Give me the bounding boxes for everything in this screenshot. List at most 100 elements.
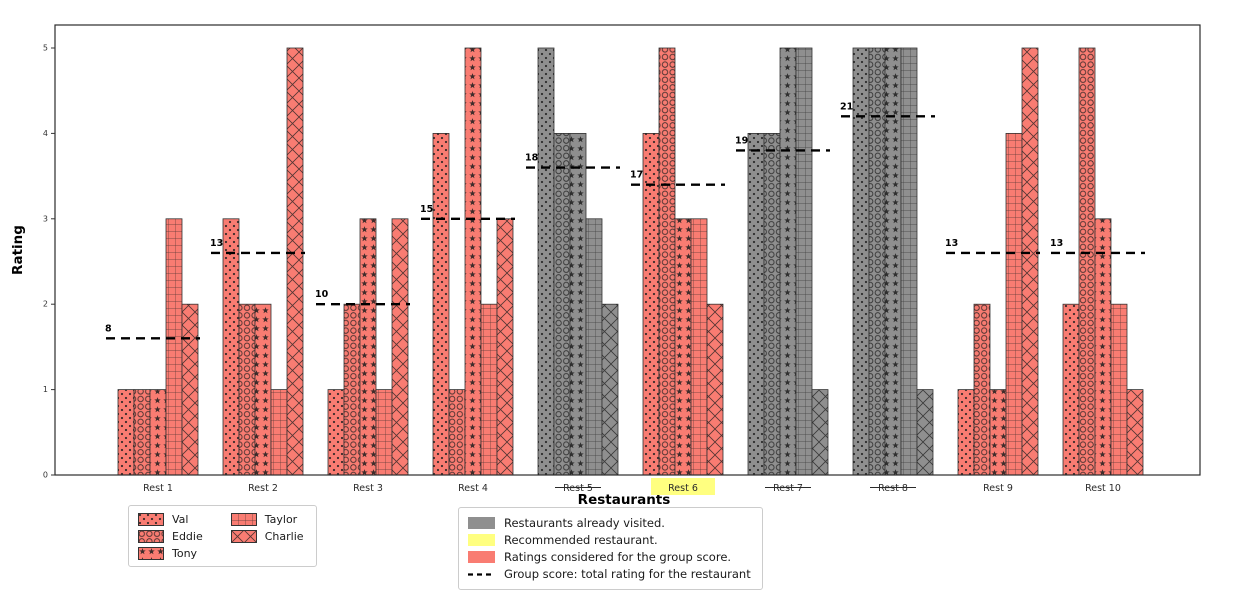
circles-hatch-overlay — [764, 133, 780, 475]
dots-hatch-overlay — [433, 133, 449, 475]
recommended-highlight — [651, 478, 715, 495]
dots-hatch-overlay — [328, 389, 344, 475]
legend-item-eddie: Eddie — [138, 530, 203, 543]
grid-hatch-overlay — [376, 389, 392, 475]
stars-hatch-overlay — [1095, 218, 1111, 476]
cross-hatch-overlay — [602, 304, 618, 475]
stars-hatch-overlay — [780, 48, 796, 475]
legend-item-val: Val — [138, 513, 203, 526]
x-tick-label: Rest 3 — [353, 483, 383, 494]
group-score-value: 19 — [735, 135, 748, 146]
legend-label: Eddie — [172, 530, 203, 543]
dashed-line-swatch-icon — [468, 573, 495, 576]
circles-hatch-overlay — [449, 389, 465, 475]
grid-hatch-overlay — [901, 48, 917, 475]
x-tick-label: Rest 8 — [878, 483, 908, 494]
group-score-value: 17 — [630, 170, 643, 181]
legend-item-taylor: Taylor — [230, 513, 304, 526]
group-score-value: 13 — [945, 238, 958, 249]
group-score-value: 8 — [105, 323, 112, 334]
cross-hatch-overlay — [1127, 389, 1143, 475]
stars-hatch-overlay — [360, 218, 376, 476]
color-patch-icon — [468, 534, 495, 546]
x-tick-label: Rest 5 — [563, 483, 593, 494]
group-score-value: 18 — [525, 153, 539, 164]
color-patch-icon — [468, 551, 495, 563]
stars-hatch-overlay — [570, 133, 586, 475]
axes-layer: 0 1 2 3 4 5 8 Rest 1 13 Rest 2 10 Rest 3 15 Rest 4 18 R… — [43, 24, 1201, 495]
grid-hatch-overlay — [481, 304, 497, 475]
grid-hatch-overlay — [1111, 304, 1127, 475]
group-score-value: 15 — [420, 204, 433, 215]
cross-hatch-overlay — [392, 218, 408, 476]
grid-hatch-overlay — [271, 389, 287, 475]
legend-visited: Restaurants already visited. — [468, 516, 751, 530]
legend-item-tony: Tony — [138, 547, 203, 560]
x-tick-label: Rest 9 — [983, 483, 1013, 494]
people-legend: Val Eddie Tony Taylor Charlie — [128, 505, 317, 567]
dots-hatch-overlay — [853, 48, 869, 475]
stars-hatch-overlay — [255, 304, 271, 475]
cross-hatch-overlay — [287, 48, 303, 475]
legend-label: Recommended restaurant. — [504, 533, 658, 547]
circles-hatch-overlay — [554, 133, 570, 475]
circles-swatch-icon — [138, 530, 164, 543]
cross-hatch-overlay — [1022, 48, 1038, 475]
status-legend: Restaurants already visited. Recommended … — [458, 507, 763, 590]
dots-hatch-overlay — [643, 133, 659, 475]
circles-hatch-overlay — [1079, 48, 1095, 475]
status-legend-items: Restaurants already visited. Recommended … — [468, 516, 751, 581]
color-patch-icon — [468, 517, 495, 529]
x-axis-label: Restaurants — [578, 492, 671, 508]
legend-considered: Ratings considered for the group score. — [468, 550, 751, 564]
legend-label: Charlie — [264, 530, 304, 543]
y-tick-label: 1 — [43, 385, 48, 394]
cross-hatch-overlay — [917, 389, 933, 475]
circles-hatch-overlay — [869, 48, 885, 475]
plot-frame — [54, 24, 1201, 476]
legend-label: Tony — [172, 547, 198, 560]
grid-hatch-overlay — [586, 218, 602, 476]
grid-swatch-icon — [230, 513, 257, 526]
x-tick-label: Rest 7 — [773, 483, 803, 494]
stars-swatch-icon — [138, 547, 164, 560]
cross-swatch-icon — [230, 530, 257, 543]
circles-hatch-overlay — [134, 389, 150, 475]
dots-hatch-overlay — [118, 389, 134, 475]
cross-hatch-overlay — [497, 218, 513, 476]
x-tick-label: Rest 2 — [248, 483, 278, 494]
legend-group-score: Group score: total rating for the restau… — [468, 567, 751, 581]
y-tick-label: 3 — [43, 214, 48, 223]
grid-hatch-overlay — [1006, 133, 1022, 475]
legend-label: Taylor — [264, 513, 298, 526]
dots-hatch-overlay — [538, 48, 554, 475]
x-tick-label: Rest 6 — [668, 483, 698, 494]
stars-hatch-overlay — [465, 48, 481, 475]
cross-hatch-overlay — [707, 304, 723, 475]
x-tick-label: Rest 1 — [143, 483, 173, 494]
dots-hatch-overlay — [958, 389, 974, 475]
legend-recommended: Recommended restaurant. — [468, 533, 751, 547]
y-tick-label: 0 — [43, 471, 48, 480]
bars-layer — [117, 47, 1144, 476]
y-tick-label: 5 — [43, 44, 48, 53]
stars-hatch-overlay — [675, 218, 691, 476]
legend-label: Restaurants already visited. — [504, 516, 665, 530]
cross-hatch-overlay — [812, 389, 828, 475]
group-score-value: 13 — [1050, 238, 1063, 249]
circles-hatch-overlay — [239, 304, 255, 475]
circles-hatch-overlay — [344, 304, 360, 475]
dots-hatch-overlay — [223, 218, 239, 476]
y-axis-label: Rating — [10, 225, 26, 275]
stars-hatch-overlay — [990, 389, 1006, 475]
stars-hatch-overlay — [885, 48, 901, 475]
stars-hatch-overlay — [150, 389, 166, 475]
legend-label: Val — [172, 513, 189, 526]
legend-label: Ratings considered for the group score. — [504, 550, 732, 564]
dots-hatch-overlay — [1063, 304, 1079, 475]
dots-hatch-overlay — [748, 133, 764, 475]
group-score-value: 21 — [840, 101, 853, 112]
grid-hatch-overlay — [691, 218, 707, 476]
dots-swatch-icon — [138, 513, 164, 526]
